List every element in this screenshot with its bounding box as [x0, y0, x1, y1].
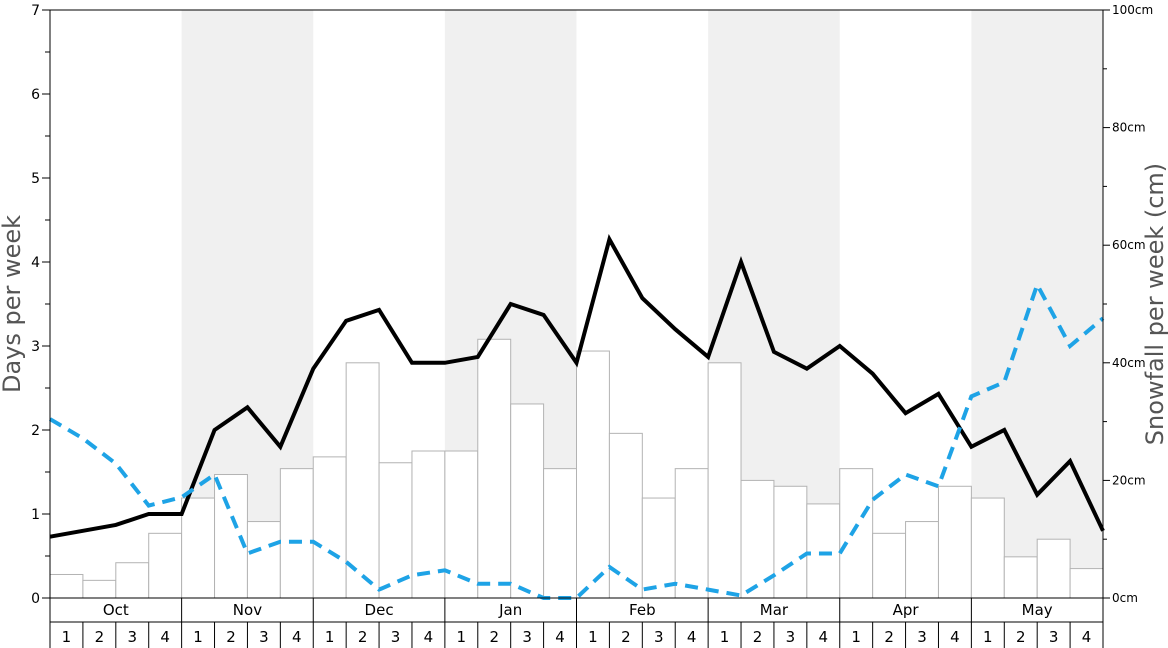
week-label: 1 [457, 628, 467, 646]
left-axis: 0 1 2 3 4 5 6 7 [31, 3, 50, 607]
week-label: 1 [62, 628, 72, 646]
solid-series-line [49, 234, 1105, 539]
snowfall-bar [1036, 538, 1071, 599]
week-label: 2 [621, 628, 631, 646]
week-label: 3 [786, 628, 796, 646]
left-tick-label: 6 [31, 87, 40, 103]
week-label: 3 [127, 628, 137, 646]
week-label: 4 [1082, 628, 1092, 646]
snowfall-bar [181, 497, 216, 599]
week-label: 2 [1016, 628, 1026, 646]
snowfall-bar [905, 521, 939, 599]
week-label: 2 [489, 628, 499, 646]
dashed-series-line [48, 279, 1105, 600]
week-label: 3 [917, 628, 927, 646]
month-label: Jan [498, 601, 522, 619]
week-label: 4 [160, 628, 170, 646]
left-tick-label: 3 [31, 339, 40, 355]
right-axis-title: Snowfall per week (cm) [1141, 163, 1168, 445]
snowfall-bar [1003, 556, 1038, 599]
snowfall-bar [477, 338, 512, 599]
month-label: May [1022, 601, 1053, 619]
right-axis: 0cm 20cm 40cm 60cm 80cm 100cm [1103, 3, 1153, 605]
snowfall-bar [1069, 568, 1104, 599]
right-tick-label: 100cm [1112, 3, 1153, 17]
snowfall-bar [148, 532, 183, 599]
snowfall-bar [674, 468, 709, 599]
left-tick-label: 4 [31, 255, 40, 271]
week-label: 4 [555, 628, 565, 646]
snowfall-bar [312, 456, 347, 599]
week-label: 3 [259, 628, 269, 646]
month-label: Dec [365, 601, 394, 619]
snowfall-bar [246, 521, 281, 599]
week-label: 1 [720, 628, 730, 646]
left-axis-title: Days per week [0, 215, 26, 393]
week-label: 2 [226, 628, 236, 646]
snowfall-bar [214, 474, 248, 599]
week-label: 3 [654, 628, 664, 646]
snowfall-bar [806, 503, 841, 599]
snowfall-bar [115, 562, 150, 599]
week-row: 1 2 3 4 1 2 3 4 1 2 3 4 1 2 3 4 1 2 3 4 1 2 3 4 1 2 3 4 1 2 3 4 [49, 622, 1104, 648]
month-row: Oct Nov Dec Jan Feb Mar Apr May [49, 598, 1104, 623]
snowfall-bar [937, 485, 972, 599]
snowfall-bar [970, 497, 1005, 599]
day-lines [48, 234, 1105, 600]
snowfall-bar [576, 350, 610, 599]
week-label: 2 [95, 628, 105, 646]
left-tick-label: 0 [31, 591, 40, 607]
left-tick-label: 5 [31, 171, 40, 187]
week-label: 1 [325, 628, 335, 646]
week-label: 1 [588, 628, 598, 646]
right-tick-label: 0cm [1112, 591, 1138, 605]
week-label: 4 [292, 628, 302, 646]
right-tick-label: 80cm [1112, 121, 1146, 135]
snowfall-bar [82, 579, 117, 599]
snowfall-bar [839, 468, 874, 599]
week-label: 3 [522, 628, 532, 646]
right-tick-label: 20cm [1112, 473, 1146, 487]
week-label: 2 [884, 628, 894, 646]
month-label: Feb [629, 601, 656, 619]
week-label: 4 [424, 628, 434, 646]
snowfall-bar [49, 573, 84, 599]
week-label: 4 [950, 628, 960, 646]
snowfall-bar [411, 450, 446, 599]
week-label: 1 [983, 628, 993, 646]
week-label: 3 [1049, 628, 1059, 646]
snowfall-bar [773, 485, 808, 599]
snowfall-bar [707, 362, 742, 599]
snowfall-bar [279, 468, 314, 599]
left-tick-label: 1 [31, 507, 40, 523]
month-label: Nov [233, 601, 262, 619]
week-label: 2 [753, 628, 763, 646]
snowfall-bar [872, 532, 907, 599]
left-tick-label: 7 [31, 3, 40, 19]
snowfall-bar [543, 468, 577, 599]
left-tick-label: 2 [31, 423, 40, 439]
week-label: 2 [358, 628, 368, 646]
week-label: 3 [391, 628, 401, 646]
month-label: Apr [893, 601, 920, 619]
week-label: 1 [851, 628, 861, 646]
right-tick-label: 40cm [1112, 356, 1146, 370]
snowfall-bar [345, 362, 380, 599]
right-tick-label: 60cm [1112, 238, 1146, 252]
snowfall-bar [510, 403, 545, 599]
month-label: Mar [760, 601, 789, 619]
week-label: 4 [687, 628, 697, 646]
month-label: Oct [103, 601, 129, 619]
week-label: 4 [819, 628, 829, 646]
snowfall-bar [608, 432, 643, 599]
week-label: 1 [193, 628, 203, 646]
snowfall-bar [641, 497, 676, 599]
